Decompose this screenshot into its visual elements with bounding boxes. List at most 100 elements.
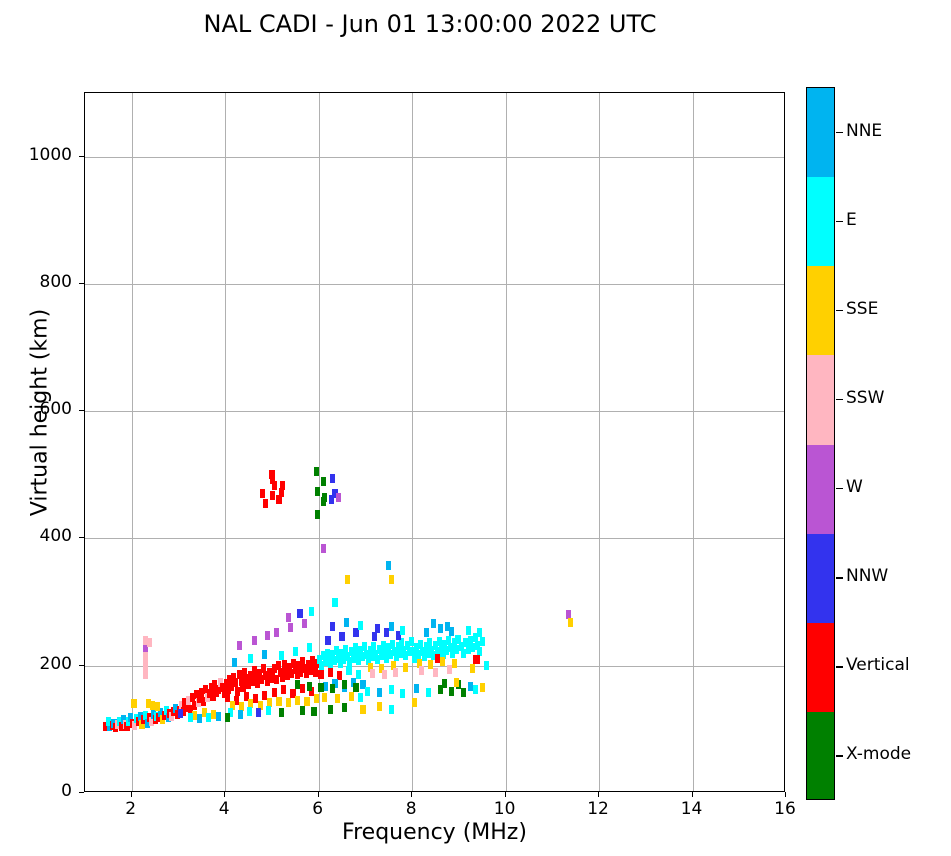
data-point <box>260 489 266 499</box>
data-point <box>231 672 237 682</box>
data-point <box>309 686 315 696</box>
data-point <box>313 467 319 477</box>
data-point <box>264 630 270 640</box>
data-point <box>414 643 420 653</box>
data-point <box>253 672 259 682</box>
data-point <box>432 640 439 650</box>
data-point <box>399 638 405 648</box>
data-point <box>442 639 448 649</box>
data-point <box>189 693 196 703</box>
data-point <box>143 670 149 680</box>
data-point <box>401 645 407 655</box>
data-point <box>470 643 476 653</box>
data-point <box>321 693 327 703</box>
data-point <box>307 666 313 676</box>
data-point <box>404 640 411 650</box>
data-point <box>210 709 217 719</box>
data-point <box>353 682 359 692</box>
data-point <box>388 685 394 695</box>
data-point <box>236 640 242 650</box>
data-point <box>311 662 317 672</box>
data-point <box>163 705 169 715</box>
data-point <box>221 689 227 699</box>
data-point <box>326 654 332 664</box>
gridline-vertical <box>505 93 507 791</box>
data-point <box>203 685 209 695</box>
data-point <box>432 667 439 677</box>
data-point <box>343 644 349 654</box>
x-axis-tick-label: 2 <box>125 799 137 819</box>
data-point <box>419 647 425 657</box>
colorbar-segment-nne <box>807 88 834 178</box>
data-point <box>238 676 244 686</box>
colorbar-tick <box>836 755 843 757</box>
data-point <box>242 667 248 677</box>
data-point <box>240 682 246 692</box>
data-point <box>350 653 356 663</box>
data-point <box>440 649 446 659</box>
data-point <box>453 644 459 654</box>
data-point <box>477 628 483 638</box>
data-point <box>363 649 369 659</box>
data-point <box>327 667 333 677</box>
colorbar-segment-sse <box>807 266 834 356</box>
colorbar-tick <box>836 666 843 668</box>
colorbar-label-vertical: Vertical <box>846 655 910 676</box>
data-point <box>262 670 268 680</box>
data-point <box>264 677 270 687</box>
data-point <box>425 687 432 697</box>
data-point <box>290 689 296 699</box>
data-point <box>255 679 261 689</box>
data-point <box>477 647 483 657</box>
data-point <box>346 666 352 676</box>
data-point <box>435 653 441 663</box>
data-point <box>383 628 389 638</box>
data-point <box>161 710 168 720</box>
data-point <box>341 703 347 713</box>
colorbar-label-nne: NNE <box>846 120 883 141</box>
data-point <box>447 643 454 653</box>
data-point <box>423 628 429 638</box>
data-point <box>358 693 364 703</box>
data-point <box>229 681 235 691</box>
gridline-vertical <box>599 93 601 791</box>
x-axis-tick <box>130 792 132 797</box>
data-point <box>248 653 254 663</box>
data-point <box>460 687 467 697</box>
data-point <box>281 685 287 695</box>
data-point <box>360 680 366 690</box>
y-axis-tick-label: 600 <box>39 399 72 420</box>
data-point <box>388 574 394 584</box>
data-point <box>143 664 149 674</box>
data-point <box>337 658 343 668</box>
data-point <box>297 609 303 619</box>
data-point <box>143 648 149 658</box>
data-point <box>187 712 193 722</box>
data-point <box>382 648 388 658</box>
data-point <box>228 708 234 718</box>
data-point <box>358 645 364 655</box>
data-point <box>257 668 263 678</box>
data-point <box>277 667 283 677</box>
data-point <box>402 662 408 672</box>
data-point <box>330 649 336 659</box>
data-point <box>143 635 149 645</box>
data-point <box>332 597 338 607</box>
data-point <box>292 647 298 657</box>
data-point <box>285 671 291 681</box>
data-point <box>302 619 308 629</box>
colorbar-segment-w <box>807 444 834 534</box>
data-point <box>275 661 282 671</box>
data-point <box>380 640 386 650</box>
data-point <box>216 685 222 695</box>
data-point <box>324 648 330 658</box>
data-point <box>339 631 345 641</box>
data-point <box>262 690 268 700</box>
data-point <box>325 635 331 645</box>
data-point <box>148 717 154 727</box>
gridline-horizontal <box>85 283 784 285</box>
data-point <box>199 687 205 697</box>
data-point <box>417 639 424 649</box>
data-point <box>442 679 448 689</box>
y-axis-tick <box>79 537 84 539</box>
